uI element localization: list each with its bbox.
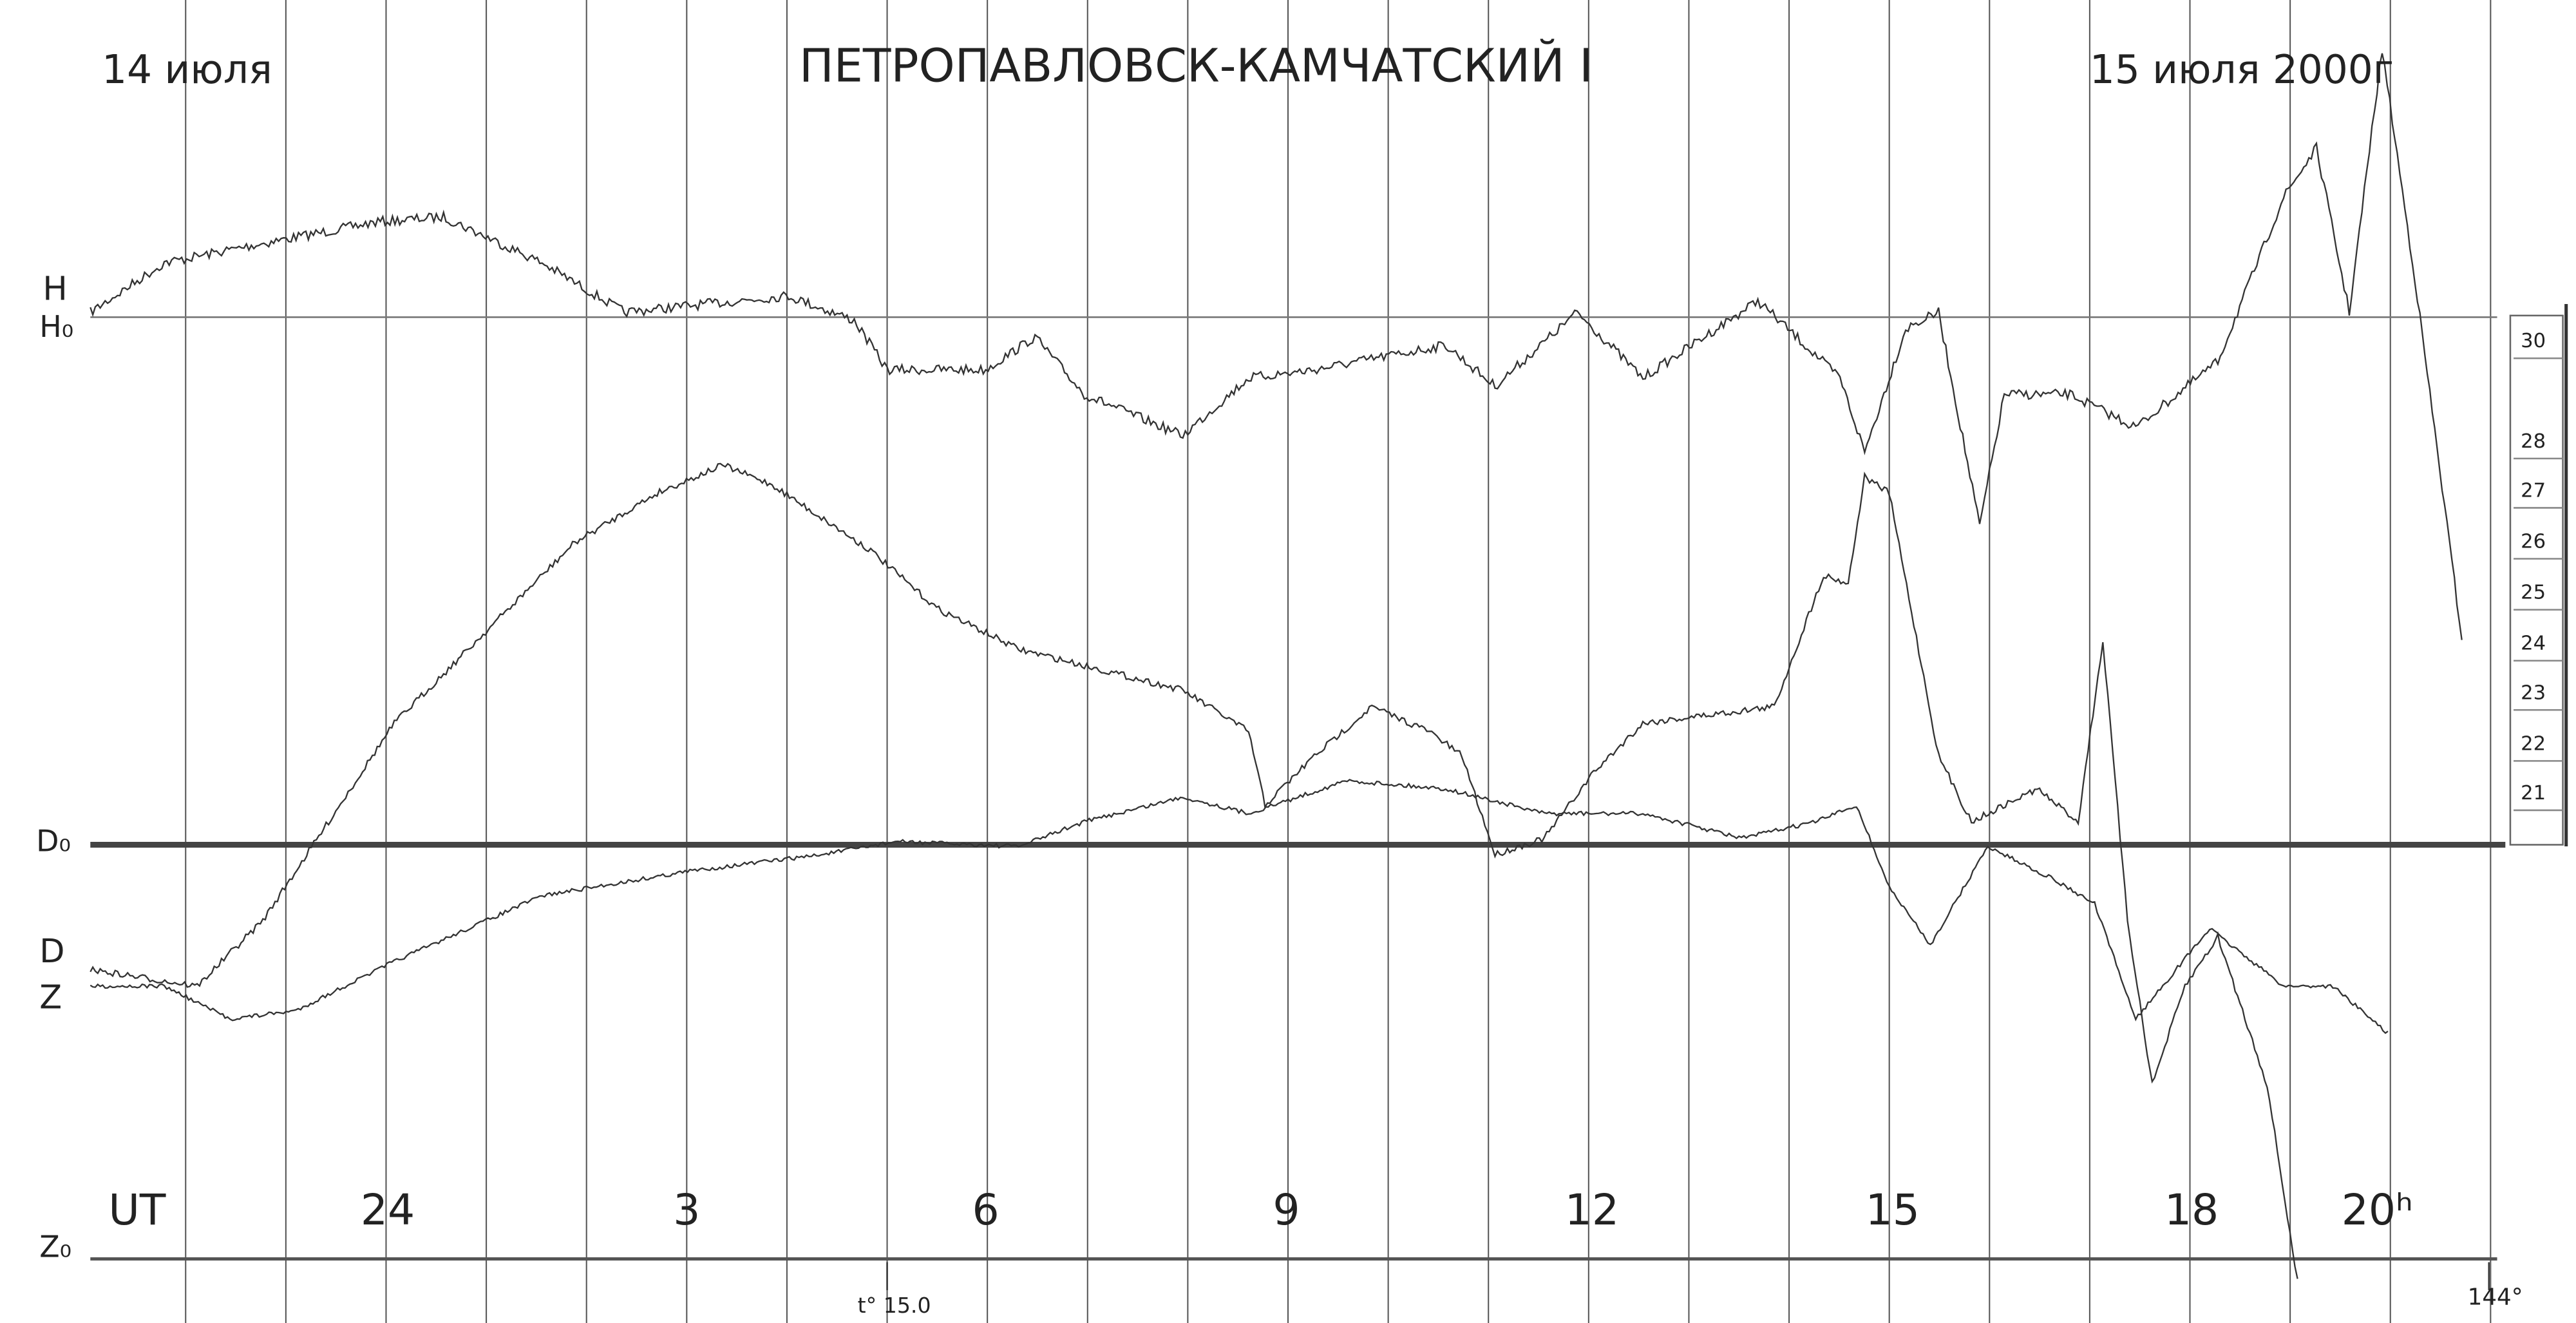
temperature-scale xyxy=(2509,314,2564,846)
scale-label: 23 xyxy=(2521,681,2546,704)
scale-label: 27 xyxy=(2521,479,2546,502)
date-left: 14 июля xyxy=(102,47,272,93)
hour-label: 15 xyxy=(1866,1185,1920,1235)
time-axis-label: UT xyxy=(108,1185,166,1235)
hour-label: 20ʰ xyxy=(2342,1185,2413,1235)
hour-label: 12 xyxy=(1565,1185,1619,1235)
traces xyxy=(90,53,2463,1279)
z-trace xyxy=(90,779,2389,1034)
scale-label: 28 xyxy=(2521,430,2546,453)
hour-label: 9 xyxy=(1273,1185,1300,1235)
grid xyxy=(185,0,2492,1323)
trace-label: Z xyxy=(39,978,62,1016)
hour-label: 24 xyxy=(361,1185,415,1235)
trace-label: H xyxy=(43,271,67,309)
scale-label: 30 xyxy=(2521,330,2546,352)
trace-label: Z₀ xyxy=(39,1230,71,1264)
trace-label: D xyxy=(39,933,64,971)
station-title: ПЕТРОПАВЛОВСК-КАМЧАТСКИЙ I xyxy=(799,39,1593,93)
hour-labels: 24 3 6 9 12 15 18 20ʰ xyxy=(361,1185,2413,1235)
scale-label: 21 xyxy=(2521,782,2546,804)
trace-label: H₀ xyxy=(39,309,73,344)
date-right: 15 июля 2000г xyxy=(2090,47,2394,93)
d-trace xyxy=(90,462,2298,1279)
hour-label: 6 xyxy=(972,1185,999,1235)
scale-label: 24 xyxy=(2521,633,2546,655)
temperature-label: t° 15.0 xyxy=(858,1293,931,1318)
hour-label: 3 xyxy=(673,1185,700,1235)
scale-labels: 30 28 27 26 25 24 23 22 21 xyxy=(2514,330,2563,812)
hour-label: 18 xyxy=(2164,1185,2219,1235)
scale-label: 25 xyxy=(2521,582,2546,604)
scale-label: 22 xyxy=(2521,732,2546,755)
scale-label: 26 xyxy=(2521,531,2546,553)
trace-label: D₀ xyxy=(36,823,71,858)
angle-label: 144° xyxy=(2468,1284,2523,1311)
h-trace xyxy=(90,53,2463,640)
